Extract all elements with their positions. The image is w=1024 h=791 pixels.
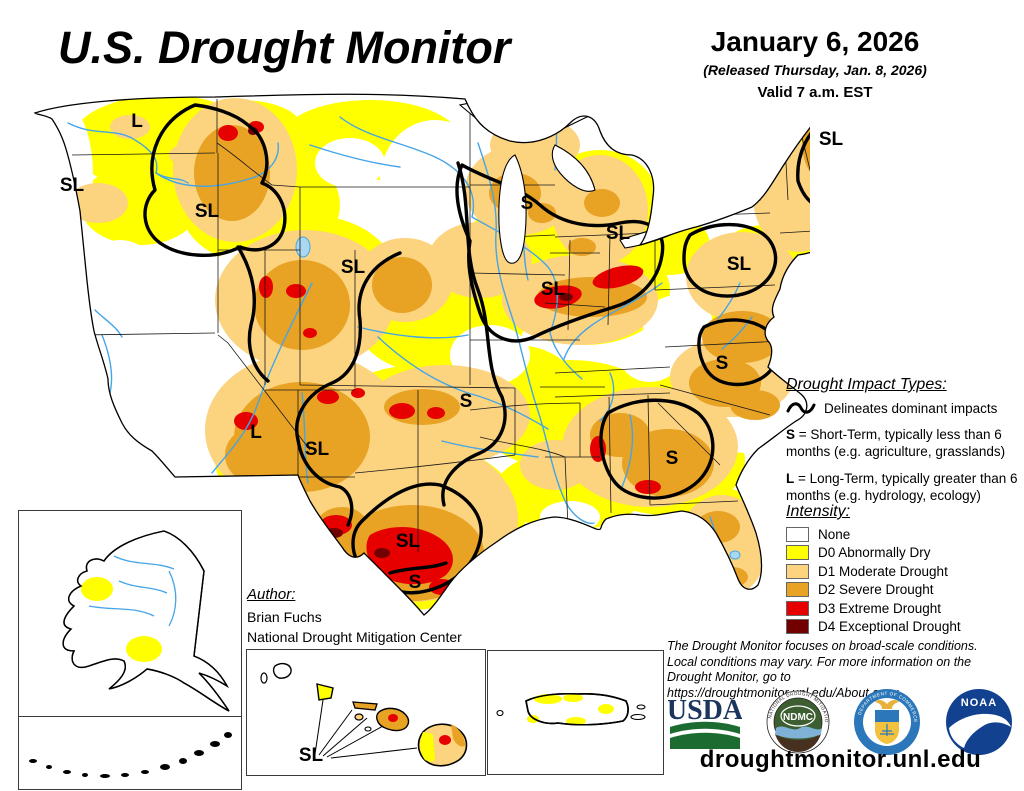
impact-label-maine: SL: [818, 129, 844, 150]
intensity-legend-items: None D0 Abnormally Dry D1 Moderate Drought…: [786, 525, 1022, 636]
alaska-d0-southcentral: [126, 636, 162, 662]
usda-logo: USDA: [668, 695, 742, 749]
oahu: [316, 683, 334, 701]
department-of-commerce-logo: DEPARTMENT OF COMMERCE UNITED STATES OF …: [853, 688, 921, 755]
legend-swatch-d2: [786, 582, 809, 598]
legend-item-d4: D4 Exceptional Drought: [786, 618, 1022, 637]
kahoolawe: [364, 726, 372, 732]
hawaii-map: [260, 662, 468, 767]
svg-text:NOAA: NOAA: [961, 697, 997, 709]
impact-delineation-lines: [143, 103, 810, 595]
alaska-rivers: [88, 555, 177, 627]
author-block: Author: Brian Fuchs National Drought Mit…: [247, 585, 462, 647]
aleutian-islands: [29, 732, 232, 778]
vieques: [630, 713, 646, 721]
puerto-rico-map: [496, 692, 646, 726]
legend-item-d1: D1 Moderate Drought: [786, 562, 1022, 581]
hawaii-inset: [246, 649, 486, 776]
mona-island: [496, 709, 504, 717]
page-title: U.S. Drought Monitor: [58, 22, 511, 73]
disclaimer-text: The Drought Monitor focuses on broad-sca…: [667, 639, 978, 700]
kauai: [272, 662, 292, 679]
map-date: January 6, 2026: [710, 26, 920, 57]
author-heading: Author:: [247, 586, 296, 603]
impact-types-legend: Drought Impact Types: Delineates dominan…: [786, 376, 1022, 504]
rivers: [67, 96, 753, 558]
legend-item-d0: D0 Abnormally Dry: [786, 544, 1022, 563]
aleutians-inset: [18, 716, 242, 790]
legend-swatch-d1: [786, 563, 809, 579]
legend-label-none: None: [818, 526, 851, 542]
svg-text:NDMC: NDMC: [783, 712, 813, 723]
lake-okeechobee: [729, 550, 741, 560]
legend-item-none: None: [786, 525, 1022, 544]
doc-ship: [880, 724, 895, 736]
big-island-d0: [420, 732, 435, 762]
legend-label-d2: D2 Severe Drought: [818, 582, 934, 598]
intensity-legend: Intensity: None D0 Abnormally Dry D1 Moder…: [786, 503, 1022, 636]
released-date: (Released Thursday, Jan. 8, 2026): [703, 62, 927, 78]
valid-time: Valid 7 a.m. EST: [757, 84, 873, 101]
legend-swatch-d4: [786, 619, 809, 635]
delineates-label: Delineates dominant impacts: [824, 400, 998, 416]
noaa-seagull: [948, 713, 1011, 748]
hawaii-pointer-lines: [314, 699, 418, 759]
author-org: National Drought Mitigation Center: [247, 629, 462, 645]
culebra: [636, 704, 646, 710]
conus-map: [34, 93, 810, 616]
great-salt-lake: [295, 236, 311, 258]
svg-text:USDA: USDA: [668, 695, 742, 726]
lanai: [354, 713, 364, 721]
maui-d3-spot: [388, 714, 398, 722]
big-island-d3-spot: [439, 735, 451, 745]
legend-swatch-d0: [786, 545, 809, 561]
alaska-d0-west: [81, 577, 113, 601]
author-name: Brian Fuchs: [247, 609, 322, 625]
long-term-definition: L = Long-Term, typically greater than 6 …: [786, 471, 1018, 503]
legend-swatch-d3: [786, 600, 809, 616]
d3-extreme-drought-areas: [218, 121, 661, 595]
legend-label-d3: D3 Extreme Drought: [818, 600, 942, 616]
date-block: January 6, 2026 (Released Thursday, Jan.…: [640, 26, 990, 101]
legend-label-d1: D1 Moderate Drought: [818, 563, 948, 579]
delineation-squiggle-icon: [786, 402, 816, 414]
legend-item-d3: D3 Extreme Drought: [786, 599, 1022, 618]
short-term-definition: S = Short-Term, typically less than 6 mo…: [786, 427, 1006, 459]
doc-eagle: [875, 699, 900, 709]
niihau: [260, 672, 268, 684]
legend-label-d0: D0 Abnormally Dry: [818, 545, 931, 561]
puerto-rico-d0: [527, 694, 614, 725]
legend-item-d2: D2 Severe Drought: [786, 581, 1022, 600]
molokai: [352, 701, 378, 711]
puerto-rico-inset: [487, 650, 664, 775]
impact-types-heading: Drought Impact Types:: [786, 376, 947, 393]
alaska-inset: [18, 510, 242, 718]
legend-swatch-none: [786, 526, 809, 542]
noaa-logo: NOAA: [945, 689, 1012, 755]
big-island-d2: [451, 724, 465, 747]
intensity-heading: Intensity:: [786, 503, 851, 520]
alaska-map: [62, 530, 230, 712]
legend-label-d4: D4 Exceptional Drought: [818, 619, 961, 635]
site-url: droughtmonitor.unl.edu: [699, 746, 982, 773]
